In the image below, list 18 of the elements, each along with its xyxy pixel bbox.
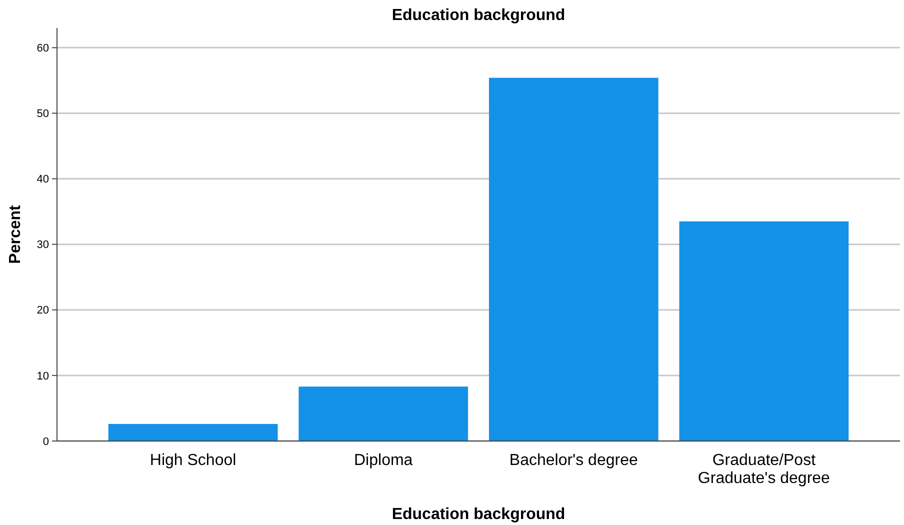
bar: [108, 424, 278, 441]
bar: [679, 221, 849, 441]
x-axis-title: Education background: [392, 506, 566, 523]
y-tick-label: 10: [36, 370, 49, 382]
y-tick-label: 0: [42, 436, 49, 448]
y-tick-label: 50: [36, 108, 49, 120]
bar: [488, 78, 658, 441]
y-tick-label: 40: [36, 174, 49, 186]
chart-title: Education background: [392, 7, 566, 24]
bar: [298, 386, 468, 441]
y-tick-label: 60: [36, 42, 49, 55]
y-tick-label: 20: [36, 304, 49, 317]
x-tick-label: Graduate/Post Graduate's degree: [698, 452, 830, 487]
x-tick-label: Bachelor's degree: [509, 452, 638, 469]
x-tick-label: Diploma: [354, 452, 413, 469]
x-tick-label: High School: [150, 452, 236, 469]
y-axis-title: Percent: [7, 204, 24, 264]
y-tick-label: 30: [36, 239, 49, 252]
